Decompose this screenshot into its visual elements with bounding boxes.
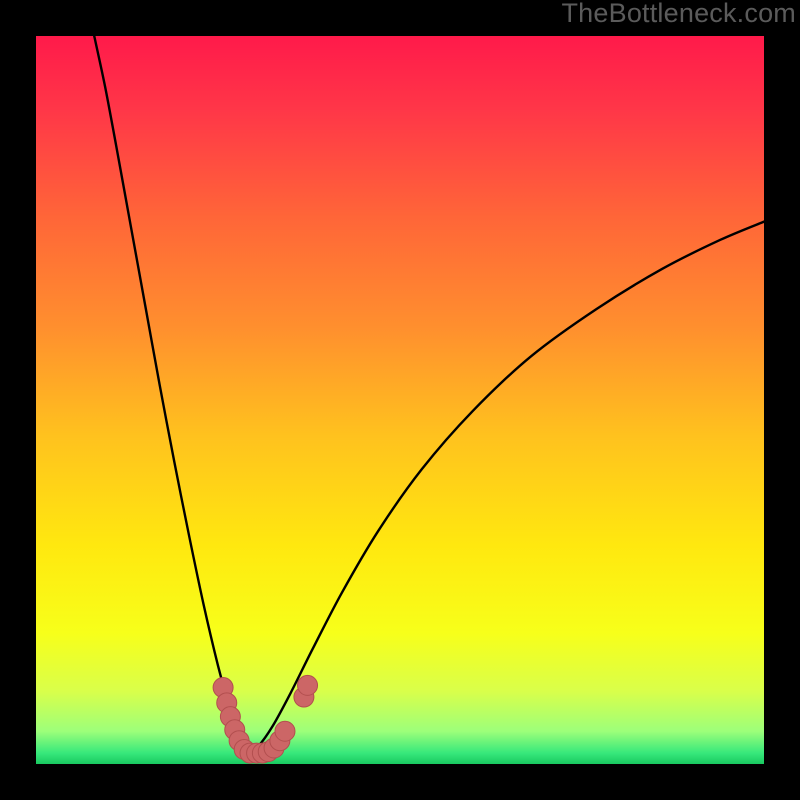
- watermark-text: TheBottleneck.com: [561, 0, 796, 29]
- gradient-background: [36, 36, 764, 764]
- marker-dot: [298, 675, 318, 695]
- chart-svg: [36, 36, 764, 764]
- plot-area: [36, 36, 764, 764]
- marker-dot: [275, 721, 295, 741]
- chart-root: TheBottleneck.com: [0, 0, 800, 800]
